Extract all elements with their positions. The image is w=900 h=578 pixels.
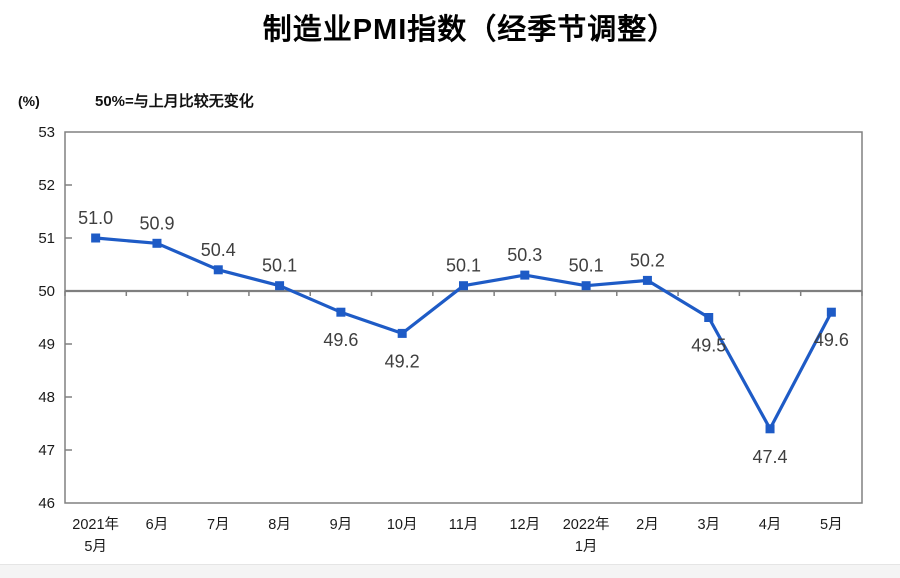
y-axis-tick-label: 48 [38,389,55,406]
data-value-label: 49.2 [385,351,420,371]
data-point-marker [581,281,591,291]
chart-subtitle: 50%=与上月比较无变化 [95,93,254,110]
data-point-marker [213,265,223,275]
pmi-line-chart: 46 47 48 49 50 51 52 53 2021年 5月 6月 7月 8月 9月 10月 11月 12月… [38,124,863,555]
data-point-marker [397,328,407,338]
x-axis-tick-label: 7月 [207,517,230,533]
x-axis-tick-label: 2022年 [563,516,610,533]
data-value-label: 50.1 [446,256,481,276]
x-axis-tick-label: 8月 [268,517,291,533]
data-point-marker [275,281,285,291]
data-point-marker [336,307,346,317]
y-axis-tick-label: 49 [38,336,55,353]
x-axis-tick-label: 9月 [330,517,353,533]
data-point-marker [826,307,836,317]
y-axis-tick-label: 53 [38,124,55,141]
chart-title: 制造业PMI指数（经季节调整） [262,14,678,46]
x-axis-tick-label: 2月 [636,517,659,533]
x-axis-tick-label: 12月 [509,517,540,533]
x-axis-tick-label: 5月 [84,539,107,555]
data-value-label: 49.6 [323,330,358,350]
data-value-label: 47.4 [753,447,788,467]
x-axis-tick-label: 2021年 [72,516,119,533]
y-axis-tick-label: 47 [38,442,55,459]
data-point-marker [642,275,652,285]
data-value-label: 50.2 [630,250,665,270]
x-axis-tick-label: 4月 [759,517,782,533]
data-value-label: 51.0 [78,208,113,228]
y-axis-tick-label: 51 [38,230,55,247]
y-axis-unit-label: (%) [18,93,40,109]
y-axis-tick-label: 46 [38,495,55,512]
bottom-strip [0,564,900,578]
data-point-marker [765,424,775,434]
data-value-label: 50.1 [569,256,604,276]
data-value-label: 50.1 [262,256,297,276]
data-value-label: 50.4 [201,240,236,260]
data-point-marker [152,238,162,248]
data-point-marker [91,233,101,243]
x-axis-tick-label: 3月 [697,517,720,533]
x-axis-tick-label: 6月 [146,517,169,533]
data-value-label: 50.9 [139,213,174,233]
plot-frame [64,131,863,504]
data-value-label: 49.5 [691,336,726,356]
x-axis-tick-label: 11月 [449,517,479,533]
x-axis-tick-label: 10月 [387,517,418,533]
x-axis-tick-label: 5月 [820,517,843,533]
y-axis-tick-label: 52 [38,177,55,194]
data-value-label: 50.3 [507,245,542,265]
x-axis-tick-label: 1月 [575,539,598,555]
y-axis-tick-label: 50 [38,283,55,300]
data-point-marker [704,313,714,322]
data-point-marker [459,281,468,291]
data-point-marker [520,270,530,280]
data-value-label: 49.6 [814,330,849,350]
